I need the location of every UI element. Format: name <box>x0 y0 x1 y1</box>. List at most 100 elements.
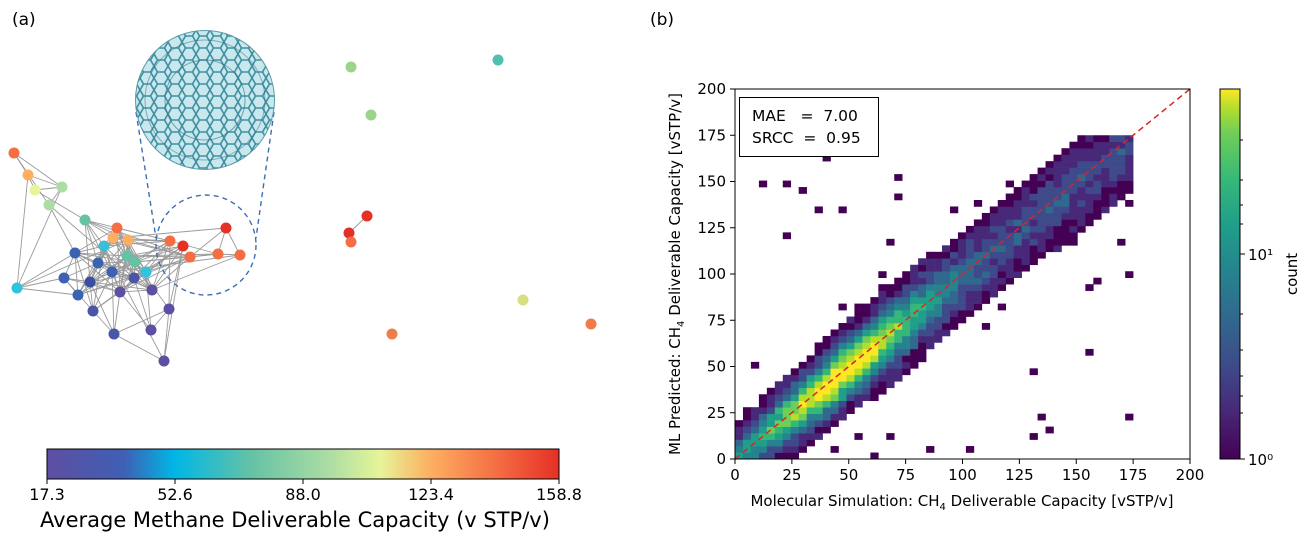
histogram-cell <box>846 381 855 389</box>
histogram-cell <box>965 277 975 285</box>
histogram-cell <box>1077 187 1086 194</box>
histogram-cell <box>822 154 831 162</box>
histogram-cell <box>782 400 792 408</box>
histogram-cell <box>934 258 943 266</box>
histogram-cell <box>838 361 847 369</box>
histogram-cell <box>1045 193 1054 201</box>
histogram-cell <box>1061 219 1070 227</box>
histogram-cell <box>878 368 887 376</box>
histogram-cell <box>862 335 871 343</box>
histogram-cell <box>862 329 871 337</box>
histogram-cell <box>870 361 879 369</box>
histogram-cell <box>902 284 911 291</box>
histogram-cell <box>910 303 919 311</box>
histogram-cell <box>735 439 744 447</box>
histogram-cell <box>878 348 887 356</box>
histogram-cell <box>1085 174 1094 181</box>
histogram-cell <box>886 374 895 382</box>
histogram-cell <box>957 290 967 298</box>
histogram-cell <box>766 400 776 408</box>
histogram-cell <box>1061 225 1070 233</box>
histogram-cell <box>949 258 959 266</box>
graph-node <box>140 266 152 278</box>
histogram-cell <box>1021 258 1030 266</box>
colorbar-tick-3: 123.4 <box>408 485 454 504</box>
histogram-cell <box>942 251 951 259</box>
histogram-cell <box>806 433 815 440</box>
histogram-cell <box>854 310 863 317</box>
x-tick-label: 50 <box>839 466 858 484</box>
histogram-cell <box>894 342 903 350</box>
histogram-cell <box>989 290 999 298</box>
graph-edge <box>134 245 184 263</box>
histogram-cell <box>1101 141 1110 149</box>
graph-edge <box>92 291 121 312</box>
histogram-cell <box>782 394 792 402</box>
histogram-cell <box>862 387 871 395</box>
histogram-cell <box>886 238 895 246</box>
graph-node <box>129 256 141 268</box>
histogram-cell <box>1045 180 1054 188</box>
histogram-cell <box>1053 161 1062 168</box>
histogram-cell <box>1109 148 1118 155</box>
histogram-cell <box>997 219 1007 227</box>
histogram-cell <box>870 381 879 389</box>
histogram-cell <box>758 394 768 402</box>
y-tick-label: 50 <box>707 358 726 376</box>
histogram-cell <box>910 329 919 337</box>
histogram-cell <box>735 433 744 440</box>
histogram-cell <box>1085 167 1094 175</box>
histogram-cell <box>957 277 967 285</box>
histogram-cell <box>766 387 776 395</box>
histogram-cell <box>910 361 919 369</box>
graph-node <box>108 328 120 340</box>
histogram-cell <box>758 180 768 188</box>
histogram-cell <box>838 381 847 389</box>
histogram-cell <box>1061 212 1070 220</box>
histogram-cell <box>1053 212 1062 220</box>
graph-node <box>184 251 196 263</box>
histogram-cell <box>870 335 879 343</box>
histogram-cell <box>822 400 831 408</box>
histogram-cell <box>942 245 951 253</box>
histogram-cell <box>1077 225 1086 233</box>
graph-edge <box>163 308 170 362</box>
x-tick-label: 25 <box>782 466 801 484</box>
graph-node <box>343 227 355 239</box>
histogram-cell <box>1061 200 1070 207</box>
histogram-cell <box>926 310 935 317</box>
histogram-cell <box>854 329 863 337</box>
histogram-cell <box>838 407 847 414</box>
histogram-cell <box>981 232 991 240</box>
histogram-cell <box>782 446 792 453</box>
graph-edge <box>133 277 152 331</box>
histogram-cell <box>1077 167 1086 175</box>
histogram-cell <box>1013 187 1022 194</box>
histogram-cell <box>886 348 895 356</box>
histogram-cell <box>758 446 768 453</box>
histogram-cell <box>1013 212 1022 220</box>
histogram-cell <box>862 368 871 376</box>
histogram-cell <box>981 238 991 246</box>
graph-node <box>128 272 140 284</box>
histogram-cell <box>1093 167 1102 175</box>
graph-edge <box>97 261 136 264</box>
histogram-cell <box>1101 206 1110 214</box>
graph-node <box>84 276 96 288</box>
histogram-cell <box>957 264 967 272</box>
histogram-cell <box>918 284 927 291</box>
histogram-cell <box>1101 187 1110 194</box>
histogram-cell <box>918 335 927 343</box>
graph-edge <box>77 255 128 296</box>
colorbar-title: Average Methane Deliverable Capacity (v … <box>40 508 550 532</box>
panel-b-label: (b) <box>650 10 675 30</box>
histogram-cell <box>902 348 911 356</box>
histogram-cell <box>1045 167 1054 175</box>
y-tick-label: 0 <box>716 450 726 468</box>
histogram-cell <box>846 394 855 402</box>
histogram-cell <box>1029 433 1038 440</box>
histogram-cell <box>782 407 792 414</box>
histogram-cell <box>918 310 927 317</box>
histogram-cell <box>750 361 760 369</box>
